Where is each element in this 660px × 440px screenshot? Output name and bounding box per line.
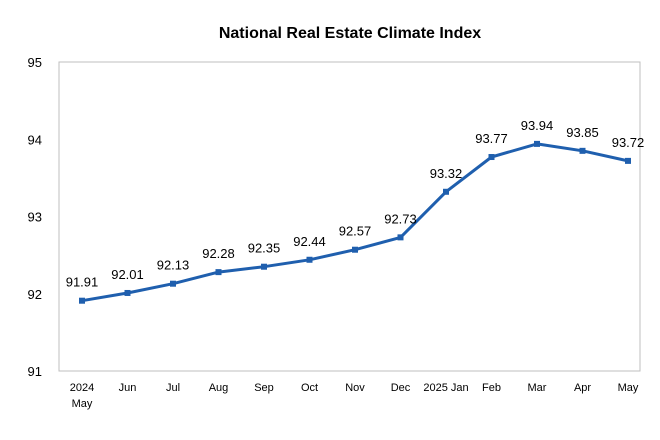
plot-area-border (58, 61, 641, 372)
x-tick-label: Dec (391, 382, 411, 394)
data-label: 93.72 (612, 135, 645, 150)
data-label: 92.28 (202, 246, 235, 261)
x-tick-label: Feb (482, 382, 501, 394)
x-tick-label: Jul (166, 382, 180, 394)
y-tick-label: 93 (28, 210, 42, 225)
y-tick-label: 95 (28, 55, 42, 70)
data-point-marker (261, 263, 267, 270)
data-point-marker (443, 188, 449, 195)
data-point-marker (215, 269, 222, 276)
data-label: 92.73 (384, 211, 417, 226)
x-tick-label: 2025 Jan (423, 382, 468, 394)
x-tick-label: Nov (345, 382, 365, 394)
y-tick-label: 94 (28, 132, 42, 147)
data-point-marker (306, 256, 313, 263)
data-point-marker (79, 297, 85, 304)
y-tick-label: 91 (28, 364, 42, 379)
x-tick-label: May (618, 382, 639, 394)
data-label: 92.35 (248, 241, 281, 256)
data-point-marker (579, 147, 586, 154)
x-tick-label: Oct (301, 382, 318, 394)
data-label: 92.01 (111, 267, 144, 282)
data-label: 93.77 (475, 131, 508, 146)
data-label: 91.91 (66, 275, 99, 290)
data-label: 92.57 (339, 224, 372, 239)
y-tick-label: 92 (28, 287, 42, 302)
data-label: 93.85 (566, 125, 599, 140)
data-label: 92.13 (157, 258, 190, 273)
data-point-marker (170, 280, 176, 287)
x-tick-label: 2024 May (70, 382, 94, 410)
data-point-marker (397, 234, 404, 241)
data-label: 93.32 (430, 166, 463, 181)
x-axis: 2024 May Jun Jul Aug Sep Oct Nov Dec 2025 Jan Feb M… (70, 382, 639, 410)
data-point-marker (534, 140, 540, 147)
data-point-marker (352, 246, 358, 253)
data-label: 92.44 (293, 234, 326, 249)
x-tick-label: Apr (574, 382, 591, 394)
x-tick-label: Aug (209, 382, 229, 394)
data-point-marker (124, 289, 131, 296)
x-tick-label: Sep (254, 382, 274, 394)
series-layer: 91.91 92.01 92.13 92.28 92.35 92.44 92.57 92.73… (66, 118, 645, 304)
data-point-marker (488, 154, 495, 161)
data-label: 93.94 (521, 118, 554, 133)
data-point-marker (625, 157, 631, 164)
y-axis: 91 92 93 94 95 (28, 55, 42, 379)
chart-title: National Real Estate Climate Index (219, 25, 481, 42)
x-tick-label: Mar (528, 382, 547, 394)
x-tick-label: Jun (119, 382, 137, 394)
